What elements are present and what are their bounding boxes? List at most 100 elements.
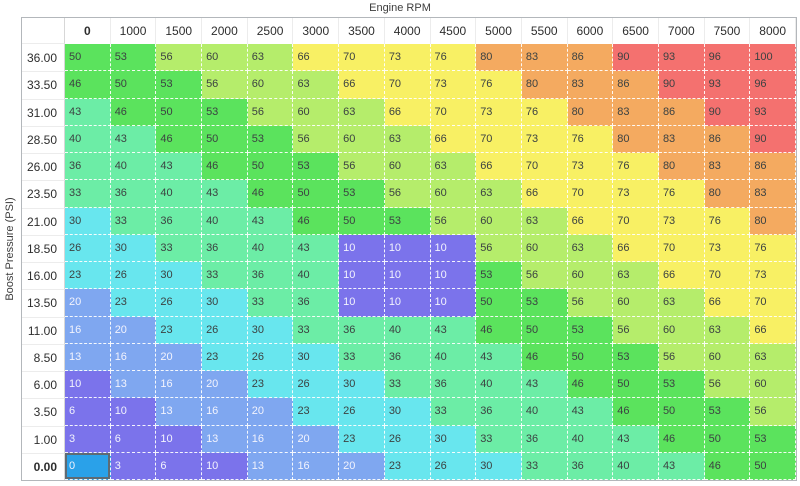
map-cell-18.50-5500[interactable]: 60 (521, 234, 568, 262)
map-cell-11.00-1000[interactable]: 20 (110, 316, 157, 344)
map-cell-33.50-5500[interactable]: 80 (521, 71, 568, 99)
map-cell-23.50-7000[interactable]: 76 (658, 180, 705, 208)
map-cell-18.50-3500[interactable]: 10 (339, 234, 385, 262)
map-cell-26.00-1500[interactable]: 43 (156, 153, 203, 181)
map-cell-16.00-2000[interactable]: 33 (202, 262, 248, 290)
map-cell-16.00-7500[interactable]: 70 (704, 262, 751, 290)
map-cell-0.00-3500[interactable]: 20 (339, 452, 385, 480)
map-cell-1.00-3000[interactable]: 20 (293, 425, 340, 453)
map-cell-26.00-0[interactable]: 36 (65, 153, 111, 181)
map-cell-28.50-1000[interactable]: 43 (110, 125, 157, 153)
map-cell-23.50-6000[interactable]: 70 (567, 180, 614, 208)
map-cell-36.00-1500[interactable]: 56 (156, 44, 203, 72)
col-header-5000[interactable]: 5000 (476, 18, 522, 44)
map-cell-0.00-2500[interactable]: 13 (247, 452, 294, 480)
map-cell-1.00-8000[interactable]: 53 (750, 425, 796, 453)
map-cell-26.00-1000[interactable]: 40 (110, 153, 157, 181)
map-cell-6.00-6000[interactable]: 46 (567, 371, 614, 399)
map-cell-8.50-5000[interactable]: 43 (476, 343, 522, 371)
map-cell-26.00-5500[interactable]: 70 (521, 153, 568, 181)
map-cell-8.50-4500[interactable]: 40 (430, 343, 477, 371)
map-cell-1.00-4000[interactable]: 26 (384, 425, 431, 453)
map-cell-11.00-5500[interactable]: 50 (521, 316, 568, 344)
map-cell-18.50-2000[interactable]: 36 (202, 234, 248, 262)
col-header-2000[interactable]: 2000 (202, 18, 248, 44)
map-cell-28.50-6000[interactable]: 76 (567, 125, 614, 153)
col-header-7500[interactable]: 7500 (704, 18, 751, 44)
map-cell-31.00-5000[interactable]: 73 (476, 98, 522, 126)
map-cell-3.50-0[interactable]: 6 (65, 398, 111, 426)
map-cell-18.50-7000[interactable]: 70 (658, 234, 705, 262)
map-cell-28.50-4500[interactable]: 66 (430, 125, 477, 153)
map-cell-0.00-1500[interactable]: 6 (156, 452, 203, 480)
map-cell-6.00-8000[interactable]: 60 (750, 371, 796, 399)
map-cell-28.50-2500[interactable]: 53 (247, 125, 294, 153)
map-cell-1.00-6000[interactable]: 40 (567, 425, 614, 453)
map-cell-33.50-3500[interactable]: 66 (339, 71, 385, 99)
map-cell-28.50-6500[interactable]: 80 (613, 125, 659, 153)
map-cell-0.00-2000[interactable]: 10 (202, 452, 248, 480)
map-cell-11.00-1500[interactable]: 23 (156, 316, 203, 344)
col-header-4500[interactable]: 4500 (430, 18, 477, 44)
map-cell-31.00-7000[interactable]: 86 (658, 98, 705, 126)
map-cell-21.00-2000[interactable]: 40 (202, 207, 248, 235)
map-cell-18.50-6000[interactable]: 63 (567, 234, 614, 262)
row-header-6.00[interactable]: 6.00 (22, 371, 65, 399)
map-cell-3.50-6500[interactable]: 46 (613, 398, 659, 426)
map-cell-3.50-3000[interactable]: 23 (293, 398, 340, 426)
map-cell-33.50-8000[interactable]: 96 (750, 71, 796, 99)
map-cell-6.00-2500[interactable]: 23 (247, 371, 294, 399)
map-cell-28.50-4000[interactable]: 63 (384, 125, 431, 153)
row-header-0.00[interactable]: 0.00 (22, 452, 65, 480)
col-header-6000[interactable]: 6000 (567, 18, 614, 44)
map-cell-11.00-6000[interactable]: 53 (567, 316, 614, 344)
row-header-16.00[interactable]: 16.00 (22, 262, 65, 290)
col-header-3000[interactable]: 3000 (293, 18, 340, 44)
map-cell-6.00-7000[interactable]: 53 (658, 371, 705, 399)
map-cell-36.00-5500[interactable]: 83 (521, 44, 568, 72)
map-cell-26.00-4500[interactable]: 63 (430, 153, 477, 181)
map-cell-28.50-7000[interactable]: 83 (658, 125, 705, 153)
map-cell-6.00-6500[interactable]: 50 (613, 371, 659, 399)
map-cell-28.50-5000[interactable]: 70 (476, 125, 522, 153)
col-header-0[interactable]: 0 (65, 18, 111, 44)
map-cell-23.50-1500[interactable]: 40 (156, 180, 203, 208)
row-header-23.50[interactable]: 23.50 (22, 180, 65, 208)
map-cell-11.00-5000[interactable]: 46 (476, 316, 522, 344)
map-cell-31.00-4000[interactable]: 66 (384, 98, 431, 126)
map-cell-18.50-5000[interactable]: 56 (476, 234, 522, 262)
map-cell-6.00-3000[interactable]: 26 (293, 371, 340, 399)
map-cell-36.00-4500[interactable]: 76 (430, 44, 477, 72)
map-cell-23.50-8000[interactable]: 83 (750, 180, 796, 208)
map-cell-36.00-7000[interactable]: 93 (658, 44, 705, 72)
map-cell-8.50-3000[interactable]: 30 (293, 343, 340, 371)
map-cell-18.50-4000[interactable]: 10 (384, 234, 431, 262)
map-cell-1.00-5500[interactable]: 36 (521, 425, 568, 453)
map-cell-6.00-1500[interactable]: 16 (156, 371, 203, 399)
map-cell-13.50-2500[interactable]: 33 (247, 289, 294, 317)
map-cell-13.50-5500[interactable]: 53 (521, 289, 568, 317)
map-cell-16.00-5000[interactable]: 53 (476, 262, 522, 290)
map-cell-33.50-3000[interactable]: 63 (293, 71, 340, 99)
map-cell-31.00-6500[interactable]: 83 (613, 98, 659, 126)
map-cell-36.00-2000[interactable]: 60 (202, 44, 248, 72)
map-cell-36.00-1000[interactable]: 53 (110, 44, 157, 72)
map-cell-33.50-2000[interactable]: 56 (202, 71, 248, 99)
map-cell-31.00-6000[interactable]: 80 (567, 98, 614, 126)
map-cell-0.00-6500[interactable]: 40 (613, 452, 659, 480)
map-cell-21.00-5000[interactable]: 60 (476, 207, 522, 235)
map-cell-16.00-7000[interactable]: 66 (658, 262, 705, 290)
map-cell-3.50-2500[interactable]: 20 (247, 398, 294, 426)
map-cell-16.00-4500[interactable]: 10 (430, 262, 477, 290)
map-cell-21.00-7500[interactable]: 76 (704, 207, 751, 235)
map-cell-6.00-7500[interactable]: 56 (704, 371, 751, 399)
map-cell-8.50-3500[interactable]: 33 (339, 343, 385, 371)
row-header-21.00[interactable]: 21.00 (22, 207, 65, 235)
map-cell-3.50-8000[interactable]: 56 (750, 398, 796, 426)
map-cell-28.50-2000[interactable]: 50 (202, 125, 248, 153)
map-cell-18.50-6500[interactable]: 66 (613, 234, 659, 262)
map-cell-8.50-0[interactable]: 13 (65, 343, 111, 371)
map-cell-28.50-1500[interactable]: 46 (156, 125, 203, 153)
map-cell-33.50-1000[interactable]: 50 (110, 71, 157, 99)
map-cell-33.50-4000[interactable]: 70 (384, 71, 431, 99)
